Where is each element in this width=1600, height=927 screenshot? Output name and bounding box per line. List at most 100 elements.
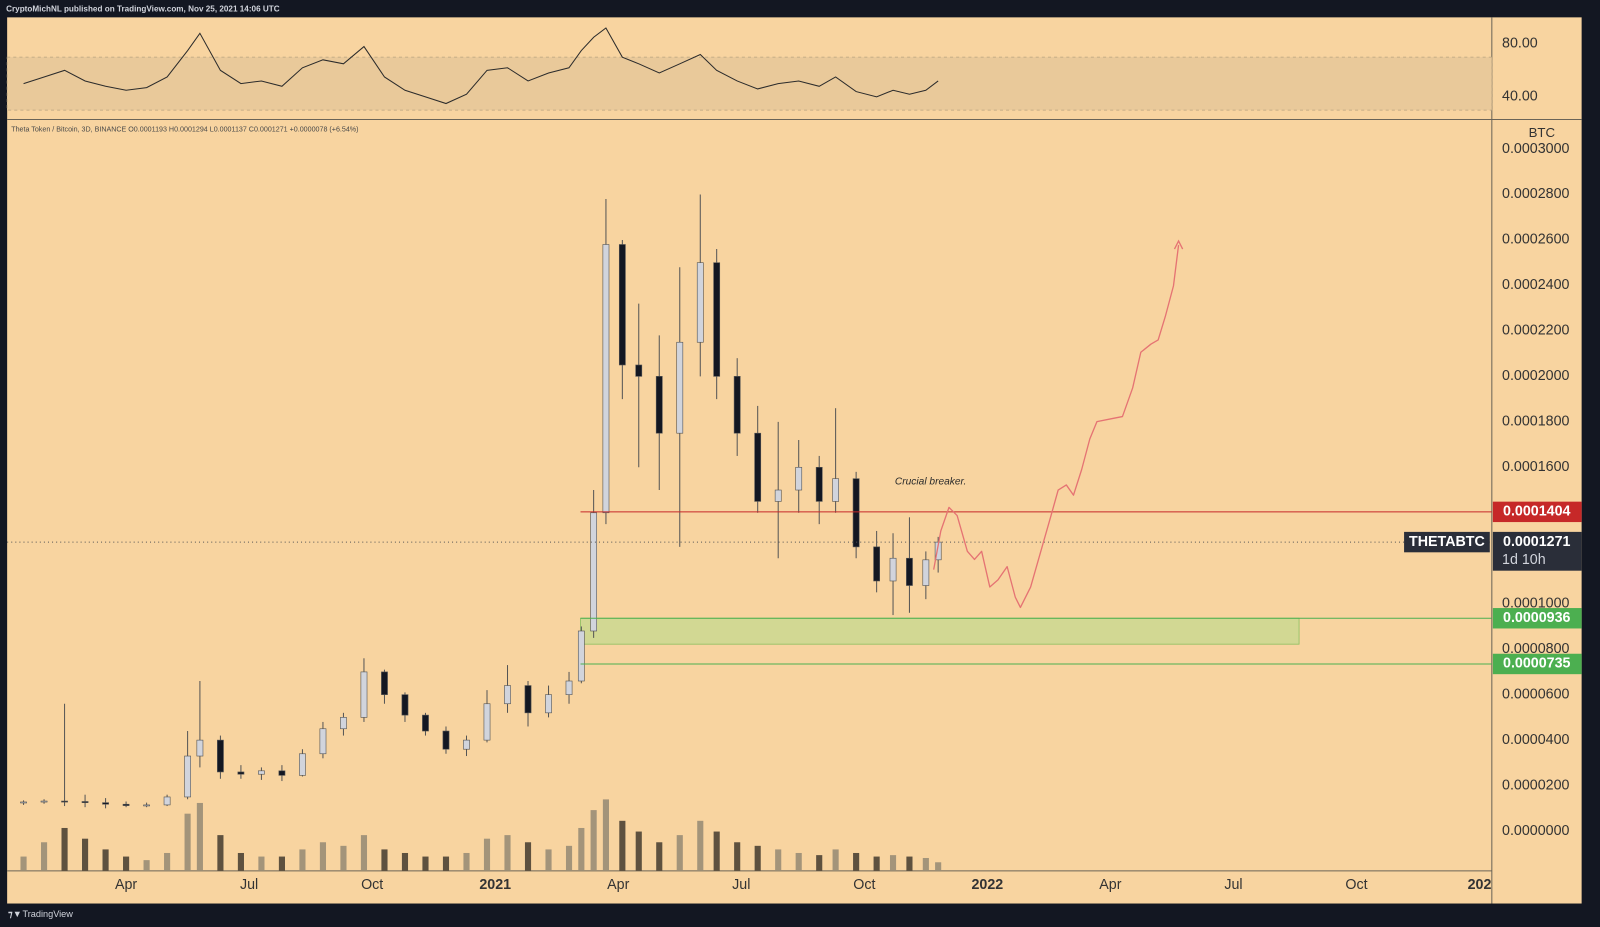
candle-body xyxy=(754,432,762,502)
candle-body xyxy=(319,728,327,755)
candle-body xyxy=(602,244,610,514)
volume-bar xyxy=(319,842,327,871)
x-tick-label: Apr xyxy=(1099,877,1121,893)
candle-body xyxy=(774,489,782,502)
rsi-band xyxy=(6,56,1493,111)
y-unit: BTC xyxy=(1529,125,1556,140)
level-label-box xyxy=(1492,608,1582,629)
candle-body xyxy=(873,546,880,582)
volume-bar xyxy=(483,838,491,871)
legend: Theta Token / Bitcoin, 3D, BINANCE O0.00… xyxy=(11,126,358,134)
candle-body xyxy=(483,703,491,741)
chart-background xyxy=(7,17,1582,904)
last-price-label: 0.0001271 xyxy=(1503,534,1570,550)
candle-body xyxy=(713,262,721,377)
volume-bar xyxy=(360,835,368,871)
last-price-box xyxy=(1492,531,1582,571)
candle-body xyxy=(889,557,897,582)
projection-arrow xyxy=(1173,239,1184,250)
y-tick-label: 0.0002200 xyxy=(1502,323,1569,339)
y-tick-label: 0.0000800 xyxy=(1502,641,1569,657)
x-tick-label: 2021 xyxy=(479,877,511,893)
volume-bar xyxy=(258,856,265,871)
candle-body xyxy=(635,364,643,377)
candle-body xyxy=(442,730,450,750)
candle-body xyxy=(577,630,585,682)
volume-bar xyxy=(102,849,109,871)
candle-body xyxy=(340,717,347,730)
candle-body xyxy=(795,466,803,491)
candle-body xyxy=(815,466,823,502)
brand: TradingView xyxy=(22,909,73,919)
x-tick-label: Jul xyxy=(240,877,258,893)
volume-bar xyxy=(619,820,626,871)
candle-body xyxy=(565,680,573,695)
countdown-label: 1d 10h xyxy=(1502,552,1546,568)
candle-body xyxy=(102,802,109,805)
volume-bar xyxy=(935,862,942,871)
candle-body xyxy=(40,800,48,803)
candle-body xyxy=(81,801,89,803)
candle-body xyxy=(20,801,27,804)
level-label-box xyxy=(1492,653,1582,675)
volume-bar xyxy=(381,849,388,871)
plot: 80.00 40.00 0.0000000 0.0000200 0.0000400 0.0… xyxy=(6,27,1582,893)
annotation: Crucial breaker. xyxy=(895,477,967,488)
volume-bar xyxy=(676,835,683,871)
volume-bar xyxy=(578,827,585,871)
candle-body xyxy=(143,804,150,807)
publisher: CryptoMichNL published on TradingView.co… xyxy=(6,4,280,13)
rsi-tick-label: 40.00 xyxy=(1502,89,1538,105)
y-tick-label: 0.0002000 xyxy=(1502,368,1569,384)
candle-body xyxy=(360,671,368,718)
y-tick-label: 0.0001800 xyxy=(1502,414,1569,430)
y-tick-label: 0.0003000 xyxy=(1502,141,1569,157)
y-tick-label: 0.0002400 xyxy=(1502,277,1569,293)
candle-body xyxy=(184,755,191,798)
volume-bar xyxy=(775,849,782,871)
candle-body xyxy=(906,557,913,586)
x-tick-label: Oct xyxy=(1345,877,1367,893)
volume-bar xyxy=(40,842,48,871)
x-tick-label: Oct xyxy=(361,877,383,893)
x-tick-label: 2022 xyxy=(971,877,1003,893)
volume-bar xyxy=(184,813,191,871)
volume-bar xyxy=(237,852,244,871)
candle-body xyxy=(545,694,552,714)
volume-bar xyxy=(602,799,610,871)
x-tick-label: Jul xyxy=(732,877,750,893)
symbol-label: THETABTC xyxy=(1409,534,1485,550)
candle-body xyxy=(676,341,684,434)
level-label: 0.0000936 xyxy=(1503,610,1570,626)
candle-body xyxy=(278,770,286,776)
candle-body xyxy=(422,714,429,732)
x-tick-label: Jul xyxy=(1224,877,1242,893)
candle-body xyxy=(733,376,741,434)
candle-body xyxy=(299,753,306,776)
volume-bar xyxy=(734,842,741,871)
candle-body xyxy=(163,796,171,806)
symbol-box xyxy=(1404,531,1490,553)
volume-bar xyxy=(422,856,429,871)
y-tick-label: 0.0002800 xyxy=(1502,186,1569,202)
volume-bar xyxy=(590,810,597,871)
volume-bar xyxy=(832,849,839,871)
x-tick-label: Oct xyxy=(853,877,875,893)
candle-body xyxy=(401,694,409,716)
candle-body xyxy=(258,770,265,775)
volume-bar xyxy=(278,856,285,871)
volume-bar xyxy=(713,831,720,871)
volume-bar xyxy=(922,857,929,871)
candle-body xyxy=(852,478,860,548)
volume-bar xyxy=(401,852,409,871)
candle-body xyxy=(122,803,130,806)
volume-bar xyxy=(754,845,761,871)
brand-logo: ⁊▼ xyxy=(8,909,22,919)
rsi-tick-label: 80.00 xyxy=(1502,36,1538,52)
candle-body xyxy=(504,685,511,705)
level-label-box xyxy=(1492,501,1582,523)
volume-bar xyxy=(340,845,347,871)
level-label: 0.0001404 xyxy=(1503,504,1570,520)
y-tick-label: 0.0000400 xyxy=(1502,732,1569,748)
